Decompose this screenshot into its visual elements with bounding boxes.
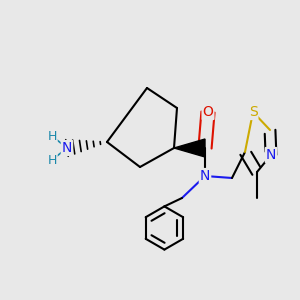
Text: S: S [249, 105, 257, 119]
Polygon shape [174, 139, 205, 157]
Text: H: H [47, 154, 57, 166]
Text: N: N [200, 169, 210, 183]
Text: O: O [202, 105, 213, 119]
Text: N: N [62, 141, 72, 155]
Text: N: N [266, 148, 276, 162]
Text: H: H [47, 130, 57, 142]
